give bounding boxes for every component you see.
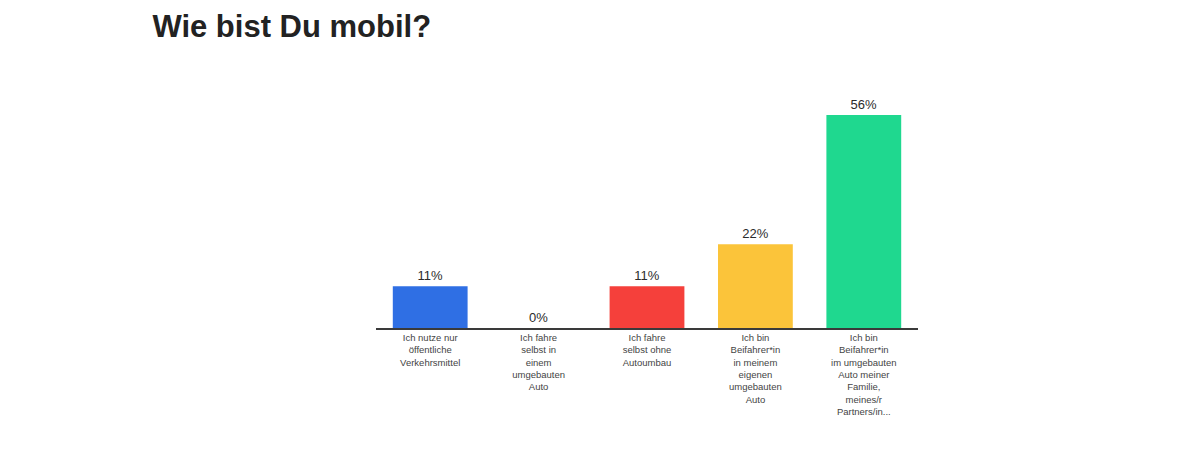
svg-text:Ich fahreselbst ineinemumgebau: Ich fahreselbst ineinemumgebautenAuto [512,332,565,392]
svg-text:Ich nutze nuröffentlicheVerkeh: Ich nutze nuröffentlicheVerkehrsmittel [400,332,460,368]
svg-text:11%: 11% [417,268,442,283]
svg-text:0%: 0% [529,310,548,325]
svg-text:Wie bist Du mobil?: Wie bist Du mobil? [152,9,431,44]
svg-text:Ich binBeifahrer*inin meinemei: Ich binBeifahrer*inin meinemeigenenumgeb… [729,332,782,405]
svg-text:22%: 22% [742,226,768,241]
svg-text:11%: 11% [634,268,659,283]
svg-text:Ich fahreselbst ohneAutoumbau: Ich fahreselbst ohneAutoumbau [623,332,672,368]
svg-text:Ich binBeifahrer*inim umgebaut: Ich binBeifahrer*inim umgebautenAuto mei… [831,332,896,417]
svg-text:56%: 56% [851,97,877,112]
